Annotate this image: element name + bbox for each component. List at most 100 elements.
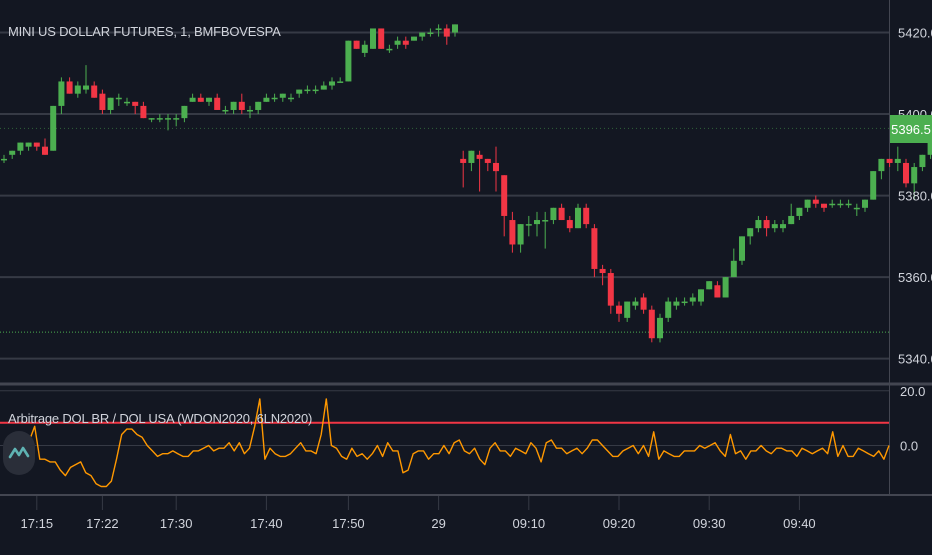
candle-body <box>607 273 614 306</box>
candle-body <box>296 89 303 94</box>
candle-body <box>698 289 704 302</box>
candle-body <box>460 158 467 163</box>
candle-body <box>919 154 926 168</box>
candle-body <box>165 118 171 120</box>
candle-body <box>255 101 262 110</box>
candle-body <box>1 158 7 161</box>
logo-glyph-icon <box>8 446 30 459</box>
price-tick-label: 5360.0 <box>898 270 932 285</box>
time-tick-label: 17:15 <box>21 516 54 531</box>
candle-body <box>238 101 245 110</box>
candle-body <box>747 228 754 237</box>
candle-body <box>247 109 253 112</box>
candle-body <box>230 101 237 110</box>
candle-body <box>91 85 98 98</box>
candle-body <box>689 297 696 302</box>
candle-body <box>148 118 155 120</box>
candle-body <box>394 40 401 45</box>
candle-body <box>821 203 827 208</box>
candle-body <box>58 81 65 106</box>
candle-body <box>181 105 188 119</box>
tradingview-logo-icon[interactable] <box>3 431 35 475</box>
candle-body <box>706 281 713 290</box>
candle-body <box>33 142 40 147</box>
candle-body <box>214 97 221 110</box>
candle-body <box>911 167 918 184</box>
candle-body <box>329 81 335 86</box>
candle-body <box>361 44 368 53</box>
candle-body <box>853 207 860 210</box>
chart-title: MINI US DOLLAR FUTURES, 1, BMFBOVESPA <box>8 24 281 39</box>
candle-body <box>452 24 458 33</box>
candle-body <box>509 220 516 245</box>
candle-body <box>575 207 581 229</box>
time-tick-label: 09:10 <box>513 516 546 531</box>
candle-body <box>173 118 180 120</box>
candle-body <box>288 97 294 100</box>
time-tick-label: 29 <box>431 516 445 531</box>
candle-body <box>714 285 721 298</box>
candle-body <box>525 224 532 226</box>
candle-body <box>206 97 212 102</box>
price-tick-label: 5380.0 <box>898 189 932 204</box>
candle-body <box>386 48 393 51</box>
candle-body <box>25 142 32 147</box>
candle-body <box>115 97 122 100</box>
candle-body <box>156 118 163 120</box>
candle-body <box>99 93 106 110</box>
candle-body <box>812 199 819 204</box>
candle-body <box>624 301 631 318</box>
candle-body <box>411 36 417 41</box>
candlestick-series <box>0 24 932 343</box>
candle-body <box>894 158 901 163</box>
time-tick-label: 09:40 <box>783 516 816 531</box>
candle-body <box>591 228 598 269</box>
candle-body <box>870 171 877 200</box>
candle-body <box>722 277 729 298</box>
indicator-tick-label: 0.0 <box>900 438 918 453</box>
axes: 5420.05400.05380.05360.05340.020.00.017:… <box>21 26 932 531</box>
candle-body <box>402 40 409 45</box>
indicator-title: Arbitrage DOL BR / DOL USA (WDON2020, 6L… <box>8 411 313 426</box>
candle-body <box>320 85 327 90</box>
candle-body <box>755 220 762 229</box>
candle-body <box>50 105 57 151</box>
candle-body <box>443 28 450 37</box>
candle-body <box>771 224 778 229</box>
candle-body <box>304 89 311 92</box>
candle-body <box>337 81 344 83</box>
candle-body <box>107 97 114 110</box>
candle-body <box>66 81 73 94</box>
indicator-series <box>0 398 890 488</box>
candle-body <box>599 268 606 274</box>
candle-body <box>345 40 352 82</box>
candle-body <box>632 301 639 306</box>
candle-body <box>566 220 573 229</box>
candle-body <box>370 28 376 49</box>
candle-body <box>583 207 590 225</box>
candle-body <box>903 162 909 184</box>
candle-body <box>665 301 672 318</box>
candle-body <box>312 89 319 92</box>
candle-body <box>435 28 442 30</box>
time-tick-label: 17:30 <box>160 516 193 531</box>
candle-body <box>271 97 278 100</box>
time-tick-label: 09:30 <box>693 516 726 531</box>
indicator-line <box>3 398 890 488</box>
candle-body <box>124 101 130 104</box>
price-tick-label: 5420.0 <box>898 26 932 41</box>
candle-body <box>517 224 524 245</box>
candle-body <box>837 203 844 206</box>
candle-body <box>427 32 434 35</box>
candle-body <box>501 175 508 216</box>
candle-body <box>74 85 81 94</box>
candle-body <box>739 236 745 261</box>
candle-body <box>648 309 655 339</box>
candle-body <box>886 158 893 163</box>
candle-body <box>804 199 811 208</box>
indicator-tick-label: 20.0 <box>900 384 925 399</box>
candle-body <box>17 142 24 151</box>
